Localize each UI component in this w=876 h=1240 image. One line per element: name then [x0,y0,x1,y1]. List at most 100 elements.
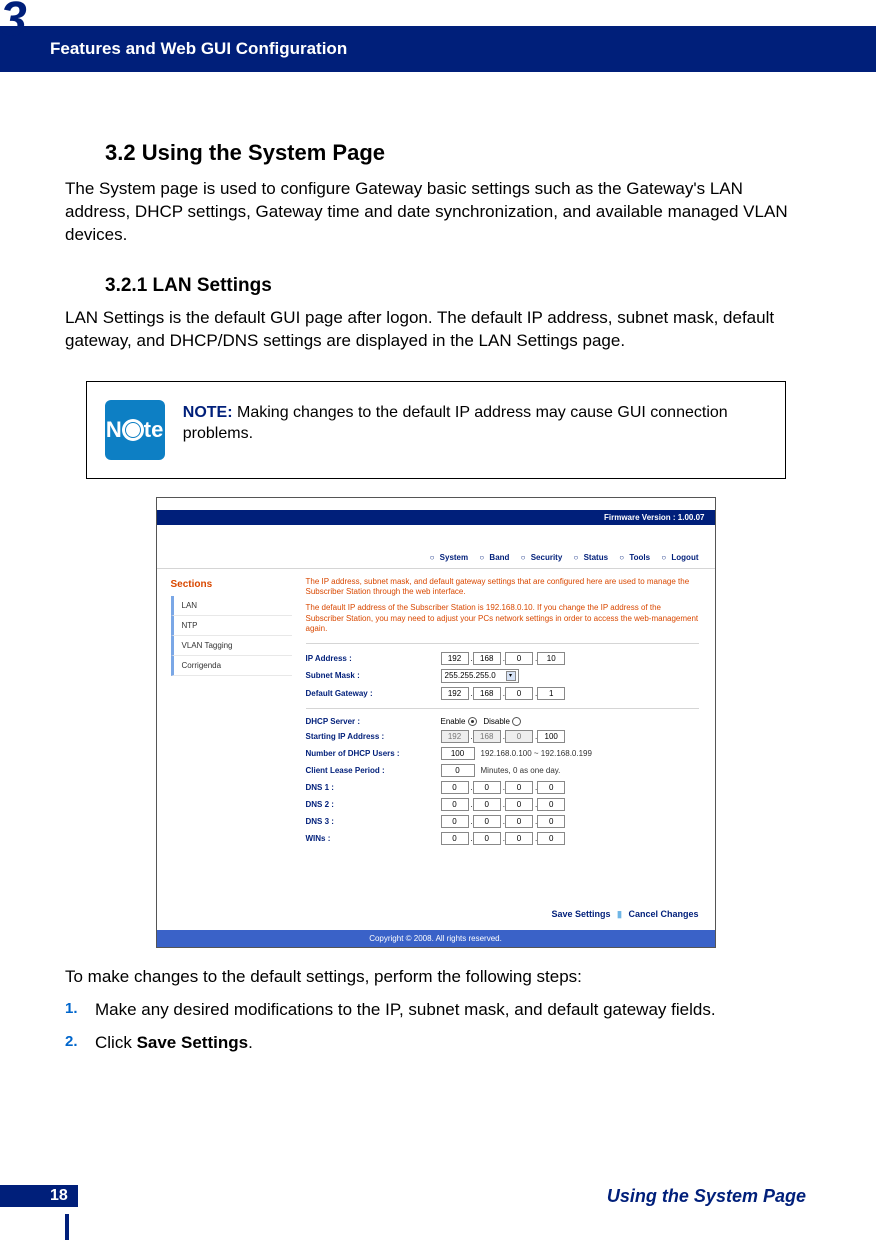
step-2-num: 2. [65,1032,95,1055]
header-title: Features and Web GUI Configuration [50,39,347,59]
subsection-heading: 3.2.1 LAN Settings [105,275,806,297]
label-dhcp: DHCP Server : [306,717,441,726]
top-menu: ○ System ○ Band ○ Security ○ Status ○ To… [157,549,715,569]
sip-oct-2: 168 [473,730,501,743]
dns2-1[interactable]: 0 [441,798,469,811]
cancel-changes-link[interactable]: Cancel Changes [628,909,698,919]
dhcp-disable-radio[interactable] [512,717,521,726]
sidebar-item-lan[interactable]: LAN [171,596,292,616]
label-subnet: Subnet Mask : [306,671,441,680]
label-ip: IP Address : [306,654,441,663]
menu-security[interactable]: Security [531,553,563,562]
label-start-ip: Starting IP Address : [306,732,441,741]
main-panel: The IP address, subnet mask, and default… [302,569,715,899]
desc-1: The IP address, subnet mask, and default… [306,577,699,598]
wins-1[interactable]: 0 [441,832,469,845]
num-users-input[interactable]: 100 [441,747,475,760]
page-footer: 18 Using the System Page [0,1178,876,1214]
dhcp-enable-radio[interactable] [468,717,477,726]
subnet-value: 255.255.255.0 [445,671,496,680]
dhcp-enable-label: Enable [441,717,466,726]
menu-system[interactable]: System [440,553,468,562]
sidebar: Sections LAN NTP VLAN Tagging Corrigenda [157,569,302,899]
label-gateway: Default Gateway : [306,689,441,698]
step-1-text: Make any desired modifications to the IP… [95,999,716,1022]
note-body: Making changes to the default IP address… [183,404,728,443]
step-2: 2. Click Save Settings. [65,1032,806,1055]
ip-oct-3[interactable]: 0 [505,652,533,665]
dns1-4[interactable]: 0 [537,781,565,794]
page-number: 18 [50,1185,78,1207]
dns3-2[interactable]: 0 [473,815,501,828]
step-2-bold: Save Settings [137,1033,249,1052]
sip-oct-4[interactable]: 100 [537,730,565,743]
wins-4[interactable]: 0 [537,832,565,845]
dns1-2[interactable]: 0 [473,781,501,794]
subnet-select[interactable]: 255.255.255.0▾ [441,669,519,683]
gw-oct-2[interactable]: 168 [473,687,501,700]
label-lease: Client Lease Period : [306,766,441,775]
lease-note: Minutes, 0 as one day. [481,766,561,775]
step-2-text: Click Save Settings. [95,1032,253,1055]
screenshot-footer-actions: Save Settings ▮ Cancel Changes [157,899,715,930]
sip-oct-1: 192 [441,730,469,743]
ip-oct-1[interactable]: 192 [441,652,469,665]
label-dns1: DNS 1 : [306,783,441,792]
chapter-number: 3 [0,0,27,47]
save-settings-link[interactable]: Save Settings [551,909,610,919]
dns3-1[interactable]: 0 [441,815,469,828]
menu-status[interactable]: Status [584,553,608,562]
page-content: 3.2 Using the System Page The System pag… [65,140,806,1065]
sip-oct-3: 0 [505,730,533,743]
step-1: 1. Make any desired modifications to the… [65,999,806,1022]
wins-3[interactable]: 0 [505,832,533,845]
label-num-users: Number of DHCP Users : [306,749,441,758]
step-2-post: . [248,1033,253,1052]
firmware-label: Firmware Version : 1.00.07 [157,510,715,525]
note-box: Nte NOTE: Making changes to the default … [86,381,786,479]
lease-input[interactable]: 0 [441,764,475,777]
note-label: NOTE: [183,404,233,421]
ip-oct-4[interactable]: 10 [537,652,565,665]
note-icon-n: N [106,417,122,443]
header-bar: Features and Web GUI Configuration [0,26,876,72]
wins-2[interactable]: 0 [473,832,501,845]
instructions-lead: To make changes to the default settings,… [65,966,806,989]
dns1-3[interactable]: 0 [505,781,533,794]
footer-tail [65,1214,69,1240]
dns2-4[interactable]: 0 [537,798,565,811]
dns1-1[interactable]: 0 [441,781,469,794]
screenshot-copyright: Copyright © 2008. All rights reserved. [157,930,715,947]
footer-title: Using the System Page [78,1186,876,1207]
users-range: 192.168.0.100 ~ 192.168.0.199 [481,749,592,758]
dns2-2[interactable]: 0 [473,798,501,811]
desc-2: The default IP address of the Subscriber… [306,603,699,634]
note-text: NOTE: Making changes to the default IP a… [183,382,785,478]
screenshot: Firmware Version : 1.00.07 ○ System ○ Ba… [156,497,716,948]
note-icon-te: te [144,417,164,443]
step-1-num: 1. [65,999,95,1022]
subsection-body: LAN Settings is the default GUI page aft… [65,307,806,353]
section-heading: 3.2 Using the System Page [105,140,806,166]
step-2-pre: Click [95,1033,137,1052]
sidebar-item-ntp[interactable]: NTP [171,616,292,636]
globe-icon [122,419,144,441]
section-body: The System page is used to configure Gat… [65,178,806,247]
gw-oct-3[interactable]: 0 [505,687,533,700]
menu-tools[interactable]: Tools [629,553,650,562]
dns2-3[interactable]: 0 [505,798,533,811]
dns3-4[interactable]: 0 [537,815,565,828]
label-wins: WINs : [306,834,441,843]
sidebar-item-vlan[interactable]: VLAN Tagging [171,636,292,656]
dns3-3[interactable]: 0 [505,815,533,828]
menu-band[interactable]: Band [489,553,509,562]
sidebar-item-corrigenda[interactable]: Corrigenda [171,656,292,676]
menu-logout[interactable]: Logout [671,553,698,562]
ip-oct-2[interactable]: 168 [473,652,501,665]
sidebar-title: Sections [171,579,292,590]
gw-oct-1[interactable]: 192 [441,687,469,700]
label-dns3: DNS 3 : [306,817,441,826]
dhcp-disable-label: Disable [483,717,510,726]
gw-oct-4[interactable]: 1 [537,687,565,700]
note-icon: Nte [105,400,165,460]
